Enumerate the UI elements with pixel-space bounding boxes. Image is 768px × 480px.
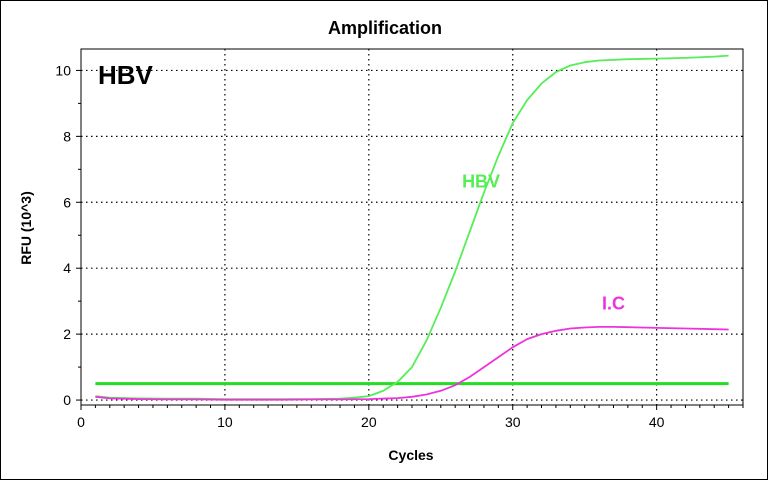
x-tick-label: 30 xyxy=(505,414,521,430)
chart-title: Amplification xyxy=(328,18,442,38)
y-tick-label: 6 xyxy=(63,194,71,210)
series-label-hbv: HBV xyxy=(462,171,500,191)
plot-area xyxy=(80,48,744,406)
x-tick-label: 40 xyxy=(649,414,665,430)
x-axis-label: Cycles xyxy=(388,447,433,463)
series-line-hbv xyxy=(95,54,729,401)
panel-label: HBV xyxy=(98,60,154,90)
axis-ticks: 0 10 20 30 40 0 2 4 6 8 10 xyxy=(55,62,744,430)
y-tick-label: 2 xyxy=(63,326,71,342)
series-layer: HBV I.C xyxy=(95,54,729,401)
series-line-i-c xyxy=(95,325,729,401)
y-tick-label: 8 xyxy=(63,128,71,144)
x-tick-label: 10 xyxy=(217,414,233,430)
y-tick-label: 4 xyxy=(63,260,71,276)
series-label-i-c: I.C xyxy=(602,293,625,313)
x-tick-label: 20 xyxy=(361,414,377,430)
y-tick-label: 10 xyxy=(55,62,71,78)
x-tick-label: 0 xyxy=(77,414,85,430)
grid-lines xyxy=(81,49,743,405)
y-tick-label: 0 xyxy=(63,392,71,408)
y-axis-label: RFU (10^3) xyxy=(18,191,34,265)
